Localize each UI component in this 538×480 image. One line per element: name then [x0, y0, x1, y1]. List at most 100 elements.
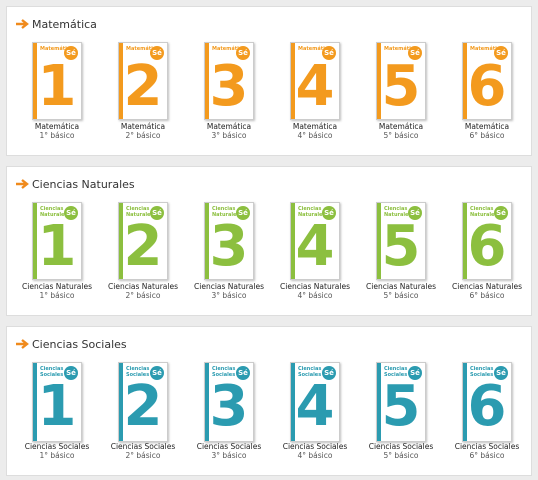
book-title[interactable]: Matemática: [206, 122, 252, 131]
book-title[interactable]: Ciencias Naturales: [194, 282, 264, 291]
cover-title: Matemática: [384, 46, 418, 52]
book-title[interactable]: Ciencias Naturales: [22, 282, 92, 291]
book-grade: 4° básico: [297, 451, 333, 460]
cover-title: Ciencias Sociales: [470, 366, 494, 378]
arrow-icon: [16, 339, 29, 349]
cover-stripe: [463, 203, 467, 279]
cover-stripe: [291, 363, 295, 441]
cover-title: Ciencias Naturales: [470, 206, 498, 218]
section-title: Ciencias Sociales: [32, 338, 127, 351]
book-title[interactable]: Matemática: [464, 122, 510, 131]
cover-stripe: [33, 203, 37, 279]
book-grade: 5° básico: [383, 451, 419, 460]
cover-title: Ciencias Sociales: [384, 366, 408, 378]
cover-title: Matemática: [470, 46, 504, 52]
book-title[interactable]: Ciencias Naturales: [280, 282, 350, 291]
arrow-icon: [16, 19, 29, 29]
section-panel: [6, 166, 532, 316]
book-title[interactable]: Ciencias Sociales: [196, 442, 262, 451]
cover-badge: Sé: [64, 366, 78, 380]
book-cover[interactable]: Ciencias Sociales Sé 3: [204, 362, 254, 442]
cover-stripe: [119, 363, 123, 441]
cover-badge: Sé: [494, 206, 508, 220]
book-cover[interactable]: Ciencias Sociales Sé 2: [118, 362, 168, 442]
cover-badge: Sé: [408, 46, 422, 60]
book-cover[interactable]: Ciencias Sociales Sé 1: [32, 362, 82, 442]
cover-badge: Sé: [236, 206, 250, 220]
cover-stripe: [463, 363, 467, 441]
cover-badge: Sé: [322, 206, 336, 220]
cover-title: Matemática: [40, 46, 74, 52]
book-cover[interactable]: Matemática Sé 1: [32, 42, 82, 120]
book-cover[interactable]: Ciencias Naturales Sé 2: [118, 202, 168, 280]
cover-badge: Sé: [494, 366, 508, 380]
book-cover[interactable]: Ciencias Sociales Sé 4: [290, 362, 340, 442]
book-title[interactable]: Ciencias Naturales: [108, 282, 178, 291]
cover-title: Ciencias Naturales: [384, 206, 412, 218]
cover-badge: Sé: [236, 366, 250, 380]
book-grade: 4° básico: [297, 131, 333, 140]
book-grade: 2° básico: [125, 451, 161, 460]
book-cover[interactable]: Ciencias Naturales Sé 1: [32, 202, 82, 280]
cover-stripe: [33, 363, 37, 441]
cover-stripe: [377, 203, 381, 279]
book-title[interactable]: Ciencias Sociales: [282, 442, 348, 451]
cover-stripe: [291, 203, 295, 279]
cover-badge: Sé: [494, 46, 508, 60]
book-grade: 3° básico: [211, 291, 247, 300]
cover-number: 5: [381, 214, 421, 279]
cover-number: 5: [381, 374, 421, 439]
cover-number: 4: [295, 374, 335, 439]
book-cover[interactable]: Matemática Sé 5: [376, 42, 426, 120]
cover-stripe: [205, 43, 209, 119]
book-title[interactable]: Ciencias Sociales: [110, 442, 176, 451]
cover-stripe: [205, 363, 209, 441]
cover-number: 6: [467, 54, 507, 119]
book-title[interactable]: Ciencias Sociales: [24, 442, 90, 451]
book-cover[interactable]: Ciencias Naturales Sé 5: [376, 202, 426, 280]
book-cover[interactable]: Matemática Sé 3: [204, 42, 254, 120]
cover-number: 6: [467, 214, 507, 279]
book-cover[interactable]: Ciencias Sociales Sé 6: [462, 362, 512, 442]
cover-badge: Sé: [408, 206, 422, 220]
book-cover[interactable]: Matemática Sé 6: [462, 42, 512, 120]
cover-stripe: [33, 43, 37, 119]
book-title[interactable]: Matemática: [292, 122, 338, 131]
cover-badge: Sé: [64, 206, 78, 220]
book-cover[interactable]: Matemática Sé 2: [118, 42, 168, 120]
book-title[interactable]: Ciencias Naturales: [452, 282, 522, 291]
cover-number: 2: [123, 374, 163, 439]
section-panel: [6, 6, 532, 156]
book-cover[interactable]: Ciencias Naturales Sé 4: [290, 202, 340, 280]
cover-title: Ciencias Naturales: [212, 206, 240, 218]
book-grade: 3° básico: [211, 451, 247, 460]
cover-number: 2: [123, 54, 163, 119]
book-title[interactable]: Matemática: [120, 122, 166, 131]
cover-number: 3: [209, 214, 249, 279]
cover-title: Ciencias Sociales: [126, 366, 150, 378]
book-cover[interactable]: Ciencias Naturales Sé 6: [462, 202, 512, 280]
book-title[interactable]: Matemática: [378, 122, 424, 131]
book-title[interactable]: Ciencias Sociales: [454, 442, 520, 451]
cover-badge: Sé: [408, 366, 422, 380]
cover-title: Matemática: [298, 46, 332, 52]
cover-stripe: [377, 363, 381, 441]
cover-badge: Sé: [150, 46, 164, 60]
cover-stripe: [119, 203, 123, 279]
book-grade: 2° básico: [125, 131, 161, 140]
book-title[interactable]: Ciencias Sociales: [368, 442, 434, 451]
book-grade: 2° básico: [125, 291, 161, 300]
cover-stripe: [119, 43, 123, 119]
book-grade: 5° básico: [383, 131, 419, 140]
book-cover[interactable]: Ciencias Sociales Sé 5: [376, 362, 426, 442]
cover-number: 5: [381, 54, 421, 119]
book-title[interactable]: Matemática: [34, 122, 80, 131]
book-cover[interactable]: Ciencias Naturales Sé 3: [204, 202, 254, 280]
cover-title: Ciencias Naturales: [298, 206, 326, 218]
cover-number: 3: [209, 374, 249, 439]
book-title[interactable]: Ciencias Naturales: [366, 282, 436, 291]
cover-stripe: [291, 43, 295, 119]
book-cover[interactable]: Matemática Sé 4: [290, 42, 340, 120]
cover-stripe: [377, 43, 381, 119]
